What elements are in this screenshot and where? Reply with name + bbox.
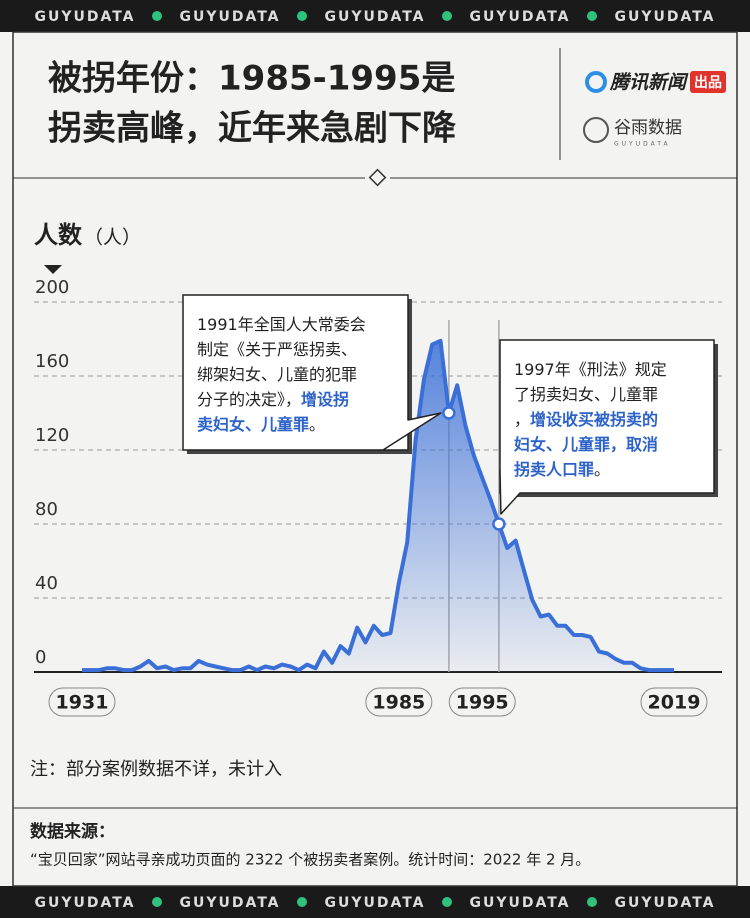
annotation-segment: 1991年全国人大常委会 (197, 315, 366, 334)
callout (182, 294, 409, 451)
banner-text: GUYUDATA (614, 9, 715, 25)
banner-dot (442, 897, 452, 907)
annotation-text: 1991年全国人大常委会 (197, 315, 366, 334)
top-banner (0, 0, 750, 32)
annotation-text: 妇女、儿童罪，取消 (514, 435, 658, 454)
y-axis-unit: （人） (84, 227, 141, 249)
y-tick-label: 160 (35, 351, 69, 372)
title: 被拐年份：1985-1995是 (48, 59, 455, 99)
banner-text: GUYUDATA (469, 895, 570, 911)
annotation-segment: 卖妇女、儿童罪 (197, 415, 309, 434)
brand-tag: 出品 (694, 74, 722, 91)
highlight-point (442, 406, 456, 420)
y-tick-label: 120 (35, 425, 69, 446)
banner-text: GUYUDATA (469, 9, 570, 25)
y-tick-label: 200 (35, 277, 69, 298)
arrow (44, 265, 62, 274)
annotation-segment: 增设收买被拐卖的 (530, 410, 658, 429)
annotation-segment: 妇女、儿童罪，取消 (514, 435, 658, 454)
x-tick-label: 1985 (372, 692, 425, 714)
annotation-segment: 增设拐 (301, 390, 349, 409)
annotation-segment: 拐卖人口罪 (514, 460, 594, 479)
annotation-segment: 了拐卖妇女、儿童罪 (514, 385, 658, 404)
annotation-text: 了拐卖妇女、儿童罪 (514, 385, 658, 404)
brand-sub: GUYUDATA (614, 141, 671, 148)
highlight-point (492, 517, 506, 531)
x-tick-label: 1931 (56, 692, 109, 714)
brand: 腾讯新闻 (609, 72, 689, 94)
annotation-segment: 分子的决定》， (197, 390, 301, 409)
diamond (368, 168, 387, 187)
banner-dot (297, 897, 307, 907)
annotation-text: 1997年《刑法》规定 (514, 360, 667, 379)
annotation-segment: 1997年《刑法》规定 (514, 360, 667, 379)
x-tick-pill (48, 687, 116, 717)
banner-dot (442, 11, 452, 21)
area (82, 340, 674, 672)
y-tick-label: 0 (35, 647, 46, 668)
callout (499, 339, 715, 494)
annotation-text: 卖妇女、儿童罪。 (197, 415, 325, 434)
banner-text: GUYUDATA (179, 895, 280, 911)
banner-text: GUYUDATA (324, 9, 425, 25)
brand-tag-bg (690, 71, 726, 93)
frame (12, 31, 738, 887)
banner-text: GUYUDATA (34, 895, 135, 911)
banner-text: GUYUDATA (179, 9, 280, 25)
annotation-segment: 绑架妇女、儿童的犯罪 (197, 365, 357, 384)
logo (583, 117, 609, 143)
brand: 谷雨数据 (614, 118, 682, 138)
annotation-text: 绑架妇女、儿童的犯罪 (197, 365, 357, 384)
annotation-text: ，增设收买被拐卖的 (514, 410, 658, 429)
y-tick-label: 80 (35, 499, 58, 520)
banner-dot (152, 897, 162, 907)
x-tick-pill (640, 687, 708, 717)
annotation-segment: 。 (309, 415, 325, 434)
source-label: 数据来源： (30, 821, 115, 842)
title: 拐卖高峰，近年来急剧下降 (48, 109, 457, 149)
banner-dot (297, 11, 307, 21)
y-axis-label: 人数 (34, 221, 83, 249)
bottom-banner (0, 886, 750, 918)
banner-text: GUYUDATA (324, 895, 425, 911)
annotation-text: 分子的决定》，增设拐 (197, 390, 349, 409)
banner-dot (587, 897, 597, 907)
banner-dot (152, 11, 162, 21)
annotation-segment: ， (514, 410, 530, 429)
annotation-segment: 。 (594, 460, 610, 479)
banner-dot (587, 11, 597, 21)
annotation-segment: 制定《关于严惩拐卖、 (197, 340, 357, 359)
annotation-text: 制定《关于严惩拐卖、 (197, 340, 357, 359)
note: 注：部分案例数据不详，未计入 (30, 759, 282, 780)
annotation-text: 拐卖人口罪。 (514, 460, 610, 479)
source: “宝贝回家”网站寻亲成功页面的 2322 个被拐卖者案例。统计时间：2022 年… (30, 851, 590, 869)
line (82, 338, 674, 673)
banner-text: GUYUDATA (614, 895, 715, 911)
y-tick-label: 40 (35, 573, 58, 594)
x-tick-pill (365, 687, 433, 717)
logo (585, 71, 607, 93)
callout-tail (499, 469, 521, 515)
x-tick-pill (448, 687, 516, 717)
banner-text: GUYUDATA (34, 9, 135, 25)
callout-tail (382, 412, 442, 451)
x-tick-label: 1995 (456, 692, 509, 714)
x-tick-label: 2019 (648, 692, 701, 714)
